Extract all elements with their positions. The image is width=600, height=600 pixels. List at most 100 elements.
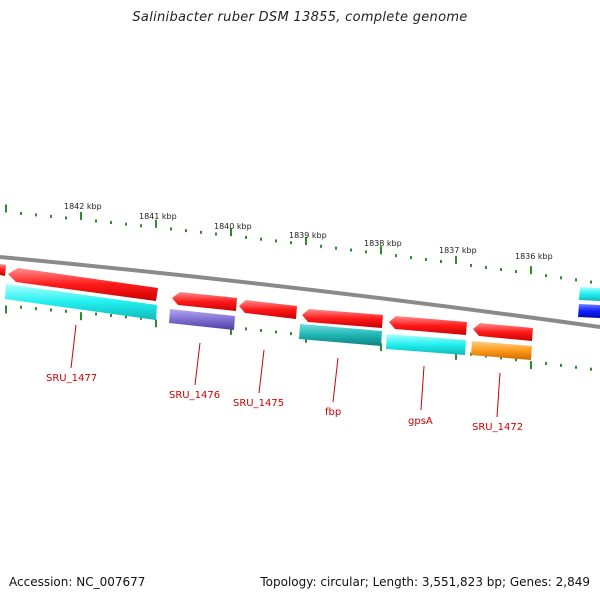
minor-tick — [275, 239, 277, 243]
minor-tick — [545, 361, 547, 365]
minor-tick — [65, 309, 67, 313]
minor-tick — [185, 229, 187, 233]
accession-text: Accession: NC_007677 — [9, 575, 146, 589]
minor-tick — [425, 258, 427, 262]
major-tick — [230, 326, 232, 335]
major-tick — [530, 266, 532, 275]
minor-tick — [245, 235, 247, 239]
minor-tick — [440, 259, 442, 263]
kbp-label: 1837 kbp — [439, 246, 477, 255]
minor-tick — [110, 313, 112, 317]
minor-tick — [350, 248, 352, 252]
minor-tick — [35, 213, 37, 217]
gene-label-fbp[interactable]: fbp — [325, 407, 341, 418]
major-tick — [530, 361, 532, 370]
gene-leader-lines — [70, 324, 501, 418]
minor-tick — [560, 276, 562, 280]
minor-tick — [545, 274, 547, 278]
gene-block-gpsa-inner[interactable] — [386, 334, 466, 355]
major-tick — [155, 219, 157, 228]
kbp-label: 1839 kbp — [289, 231, 327, 240]
gene-block-sru1477-inner[interactable] — [5, 284, 157, 320]
minor-tick — [95, 312, 97, 316]
minor-tick — [365, 250, 367, 254]
minor-tick — [260, 328, 262, 332]
minor-tick — [140, 224, 142, 228]
gene-block-fbp-inner[interactable] — [299, 324, 382, 346]
minor-tick — [500, 356, 502, 360]
minor-tick — [320, 244, 322, 248]
minor-tick — [95, 219, 97, 223]
gene-label-sru1472[interactable]: SRU_1472 — [472, 422, 523, 433]
outer-scale-ticks — [5, 204, 592, 284]
kbp-label: 1842 kbp — [64, 202, 102, 211]
gene-arrow-edge-left-red[interactable] — [0, 264, 6, 276]
minor-tick — [50, 214, 52, 218]
kbp-label: 1841 kbp — [139, 212, 177, 221]
major-tick — [155, 319, 157, 328]
minor-tick — [290, 332, 292, 336]
minor-tick — [470, 352, 472, 356]
gene-block-sru1472-inner[interactable] — [471, 341, 532, 360]
gene-label-sru1477[interactable]: SRU_1477 — [46, 373, 97, 384]
gene-label-gpsa[interactable]: gpsA — [408, 416, 433, 427]
gene-label-sru1476[interactable]: SRU_1476 — [169, 390, 220, 401]
minor-tick — [260, 237, 262, 241]
major-tick — [5, 305, 7, 314]
minor-tick — [200, 230, 202, 234]
major-tick — [455, 351, 457, 360]
major-tick — [80, 211, 82, 220]
major-tick — [5, 204, 7, 213]
minor-tick — [35, 307, 37, 311]
minor-tick — [590, 367, 592, 371]
minor-tick — [515, 358, 517, 362]
gene-arrow-sru1475-outer[interactable] — [239, 300, 297, 319]
minor-tick — [575, 278, 577, 282]
minor-tick — [290, 241, 292, 245]
minor-tick — [110, 221, 112, 225]
gene-block-sru1476-inner[interactable] — [169, 309, 235, 330]
minor-tick — [170, 227, 172, 231]
major-tick — [80, 312, 82, 321]
minor-tick — [515, 270, 517, 274]
gene-arrow-sru1477-outer[interactable] — [8, 268, 158, 301]
major-tick — [455, 255, 457, 264]
minor-tick — [395, 254, 397, 258]
gene-arrow-fbp-outer[interactable] — [302, 309, 383, 328]
minor-tick — [215, 232, 217, 236]
minor-tick — [125, 315, 127, 319]
kbp-label: 1840 kbp — [214, 222, 252, 231]
gene-block-edge-right-cyan[interactable] — [579, 287, 600, 301]
major-tick — [305, 237, 307, 246]
minor-tick — [140, 316, 142, 320]
minor-tick — [500, 268, 502, 271]
minor-tick — [275, 330, 277, 334]
minor-tick — [410, 256, 412, 260]
major-tick — [230, 228, 232, 237]
minor-tick — [335, 246, 337, 250]
genome-backbone — [0, 255, 600, 329]
major-tick — [380, 343, 382, 352]
minor-tick — [65, 216, 67, 220]
gene-arrow-sru1472-outer[interactable] — [473, 323, 533, 341]
gene-block-edge-right-blue[interactable] — [578, 304, 600, 318]
minor-tick — [575, 365, 577, 369]
minor-tick — [590, 280, 592, 284]
minor-tick — [245, 327, 247, 331]
minor-tick — [560, 363, 562, 367]
minor-tick — [20, 305, 22, 309]
minor-tick — [485, 265, 487, 269]
genome-title: Salinibacter ruber DSM 13855, complete g… — [132, 10, 468, 25]
kbp-label: 1836 kbp — [515, 252, 553, 261]
genome-summary-text: Topology: circular; Length: 3,551,823 bp… — [260, 575, 590, 589]
kbp-label: 1838 kbp — [364, 239, 402, 248]
gene-arrow-sru1476-outer[interactable] — [172, 292, 237, 311]
minor-tick — [470, 263, 472, 267]
gene-arrow-gpsa-outer[interactable] — [389, 316, 467, 335]
gene-label-sru1475[interactable]: SRU_1475 — [233, 398, 284, 409]
minor-tick — [50, 308, 52, 312]
major-tick — [380, 246, 382, 255]
minor-tick — [20, 211, 22, 215]
minor-tick — [125, 222, 127, 226]
